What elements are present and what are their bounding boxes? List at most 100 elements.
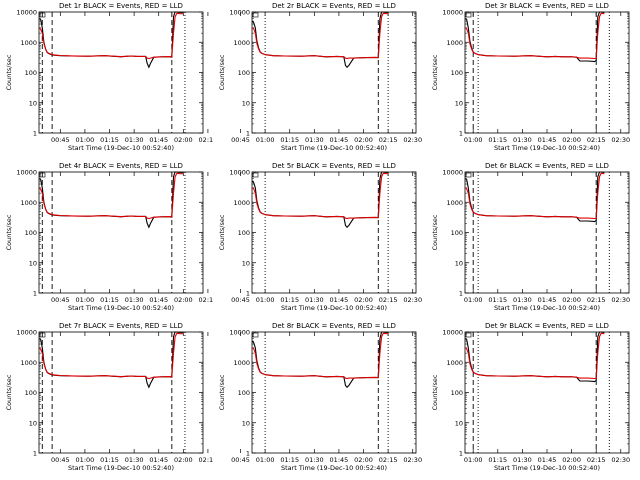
y-tick-label: 1 — [246, 450, 250, 458]
plot-area — [465, 331, 610, 453]
x-tick-label: 02:30 — [611, 136, 630, 144]
x-tick-label: 01:15 — [280, 136, 299, 144]
y-tick-label: 10000 — [442, 169, 463, 177]
y-tick-label: 100 — [451, 389, 463, 397]
x-tick-label: 01:30 — [305, 296, 324, 304]
y-tick-label: 100 — [238, 389, 250, 397]
chart-title: Det 6r BLACK = Events, RED = LLD — [485, 162, 609, 170]
x-axis-label: Start Time (19-Dec-10 00:52:40) — [68, 144, 174, 152]
plot-frame — [38, 11, 204, 134]
series-line-lld — [465, 12, 605, 60]
x-tick-label: 02:00 — [354, 296, 373, 304]
chart-svg: Det 7r BLACK = Events, RED = LLD 1 10 100 10… — [5, 322, 213, 472]
y-axis-label: Counts/sec — [431, 214, 439, 250]
plot-area — [39, 331, 186, 453]
y-axis-label: Counts/sec — [431, 374, 439, 410]
x-tick-label: 01:45 — [330, 296, 349, 304]
x-tick-label: 01:30 — [305, 456, 324, 464]
y-axis-label: Counts/sec — [218, 374, 226, 410]
corner-mark-left — [252, 172, 259, 178]
y-axis-label: Counts/sec — [5, 214, 13, 250]
plot-area — [465, 11, 610, 133]
y-axis-label: Counts/sec — [218, 214, 226, 250]
series-line-lld — [465, 332, 605, 380]
y-tick-label: 10 — [455, 419, 463, 427]
x-tick-label: 01:45 — [538, 456, 557, 464]
x-tick-label: 02:30 — [403, 136, 422, 144]
y-tick-label: 100 — [451, 229, 463, 237]
series-line-lld — [252, 12, 389, 60]
x-tick-label: 01:00 — [464, 456, 483, 464]
y-axis-label: Counts/sec — [5, 374, 13, 410]
y-tick-label: 10 — [455, 99, 463, 107]
y-tick-label: 1 — [246, 130, 250, 138]
corner-mark-left — [465, 12, 472, 18]
series-line-events — [465, 11, 605, 63]
series-line-events — [39, 11, 184, 69]
chart-title: Det 7r BLACK = Events, RED = LLD — [59, 322, 183, 330]
x-tick-label: 02:00 — [354, 136, 373, 144]
y-tick-label: 10 — [29, 259, 37, 267]
x-tick-label: 02:00 — [354, 456, 373, 464]
panel-det-6r: Det 6r BLACK = Events, RED = LLD 1 10 100 10… — [426, 160, 639, 320]
x-tick-label: 01:00 — [464, 296, 483, 304]
y-tick-label: 10000 — [16, 169, 37, 177]
x-tick-label: 01:15 — [100, 456, 119, 464]
y-tick-label: 1000 — [446, 199, 463, 207]
x-tick-label: 02:30 — [611, 296, 630, 304]
y-tick-label: 10 — [242, 419, 250, 427]
y-tick-label: 10 — [29, 419, 37, 427]
x-tick-label: 01:30 — [513, 456, 532, 464]
y-tick-label: 1000 — [446, 39, 463, 47]
y-tick-label: 10000 — [442, 329, 463, 337]
x-axis-label: Start Time (19-Dec-10 00:52:40) — [281, 144, 387, 152]
x-tick-label: 02:00 — [562, 296, 581, 304]
x-tick-label: 02:15 — [199, 296, 213, 304]
chart-svg: Det 8r BLACK = Events, RED = LLD 1 10 100 10… — [218, 322, 422, 472]
x-axis-label: Start Time (19-Dec-10 00:52:40) — [68, 304, 174, 312]
y-tick-label: 1 — [459, 450, 463, 458]
chart-svg: Det 2r BLACK = Events, RED = LLD 1 10 100 10… — [218, 2, 422, 152]
x-tick-label: 01:45 — [149, 136, 168, 144]
chart-title: Det 2r BLACK = Events, RED = LLD — [272, 2, 396, 10]
x-tick-label: 01:00 — [76, 296, 95, 304]
y-tick-label: 1000 — [233, 359, 250, 367]
chart-svg: Det 5r BLACK = Events, RED = LLD 1 10 100 10… — [218, 162, 422, 312]
x-tick-label: 02:15 — [379, 296, 398, 304]
series-line-events — [252, 331, 389, 388]
y-tick-label: 1 — [246, 290, 250, 298]
y-axis-label: Counts/sec — [431, 54, 439, 90]
y-tick-label: 10 — [29, 99, 37, 107]
x-tick-label: 01:00 — [256, 136, 275, 144]
panel-det-8r: Det 8r BLACK = Events, RED = LLD 1 10 100 10… — [213, 320, 426, 480]
corner-mark-left — [39, 172, 46, 178]
series-line-lld — [465, 172, 605, 220]
series-line-events — [465, 331, 605, 383]
x-axis-label: Start Time (19-Dec-10 00:52:40) — [281, 304, 387, 312]
x-tick-label: 00:45 — [231, 296, 250, 304]
plot-area — [252, 171, 389, 293]
series-line-events — [39, 171, 184, 229]
x-tick-label: 01:00 — [256, 456, 275, 464]
plot-area — [465, 171, 610, 293]
y-tick-label: 1 — [33, 450, 37, 458]
panel-det-2r: Det 2r BLACK = Events, RED = LLD 1 10 100 10… — [213, 0, 426, 160]
y-tick-label: 10000 — [442, 9, 463, 17]
plot-frame — [464, 171, 630, 294]
x-axis-label: Start Time (19-Dec-10 00:52:40) — [494, 464, 600, 472]
x-tick-label: 01:30 — [305, 136, 324, 144]
panel-det-9r: Det 9r BLACK = Events, RED = LLD 1 10 100 10… — [426, 320, 639, 480]
y-tick-label: 10000 — [16, 9, 37, 17]
x-tick-label: 02:15 — [379, 456, 398, 464]
x-tick-label: 02:00 — [562, 136, 581, 144]
corner-mark-left — [465, 332, 472, 338]
chart-svg: Det 1r BLACK = Events, RED = LLD 1 10 100 10… — [5, 2, 213, 152]
chart-svg: Det 9r BLACK = Events, RED = LLD 1 10 100 10… — [431, 322, 630, 472]
x-tick-label: 00:45 — [51, 296, 70, 304]
series-line-lld — [252, 172, 389, 220]
y-tick-label: 100 — [25, 69, 37, 77]
chart-svg: Det 3r BLACK = Events, RED = LLD 1 10 100 10… — [431, 2, 630, 152]
y-tick-label: 10 — [242, 99, 250, 107]
x-tick-label: 01:00 — [464, 136, 483, 144]
series-line-events — [465, 171, 605, 223]
